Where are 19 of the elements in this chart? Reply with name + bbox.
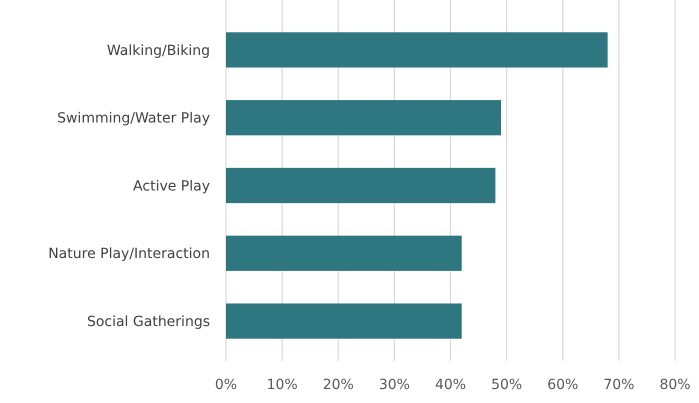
x-tick-label: 50% bbox=[491, 377, 522, 393]
y-tick-label: Social Gatherings bbox=[86, 314, 210, 330]
bar bbox=[226, 236, 462, 271]
x-tick-label: 20% bbox=[322, 377, 354, 393]
y-tick-label: Nature Play/Interaction bbox=[48, 246, 210, 262]
x-tick-label: 80% bbox=[659, 377, 691, 393]
x-tick-label: 70% bbox=[603, 377, 634, 393]
x-tick-label: 0% bbox=[214, 377, 238, 393]
x-tick-label: 40% bbox=[434, 377, 466, 393]
y-tick-label: Active Play bbox=[133, 178, 210, 194]
bar bbox=[226, 168, 496, 204]
x-tick-label: 60% bbox=[547, 377, 578, 393]
x-tick-label: 10% bbox=[266, 377, 298, 393]
bar bbox=[226, 303, 462, 339]
bar bbox=[226, 32, 608, 68]
bar bbox=[226, 100, 502, 136]
x-tick-label: 30% bbox=[378, 377, 410, 393]
y-tick-label: Swimming/Water Play bbox=[57, 110, 210, 127]
y-tick-label: Walking/Biking bbox=[106, 42, 210, 59]
